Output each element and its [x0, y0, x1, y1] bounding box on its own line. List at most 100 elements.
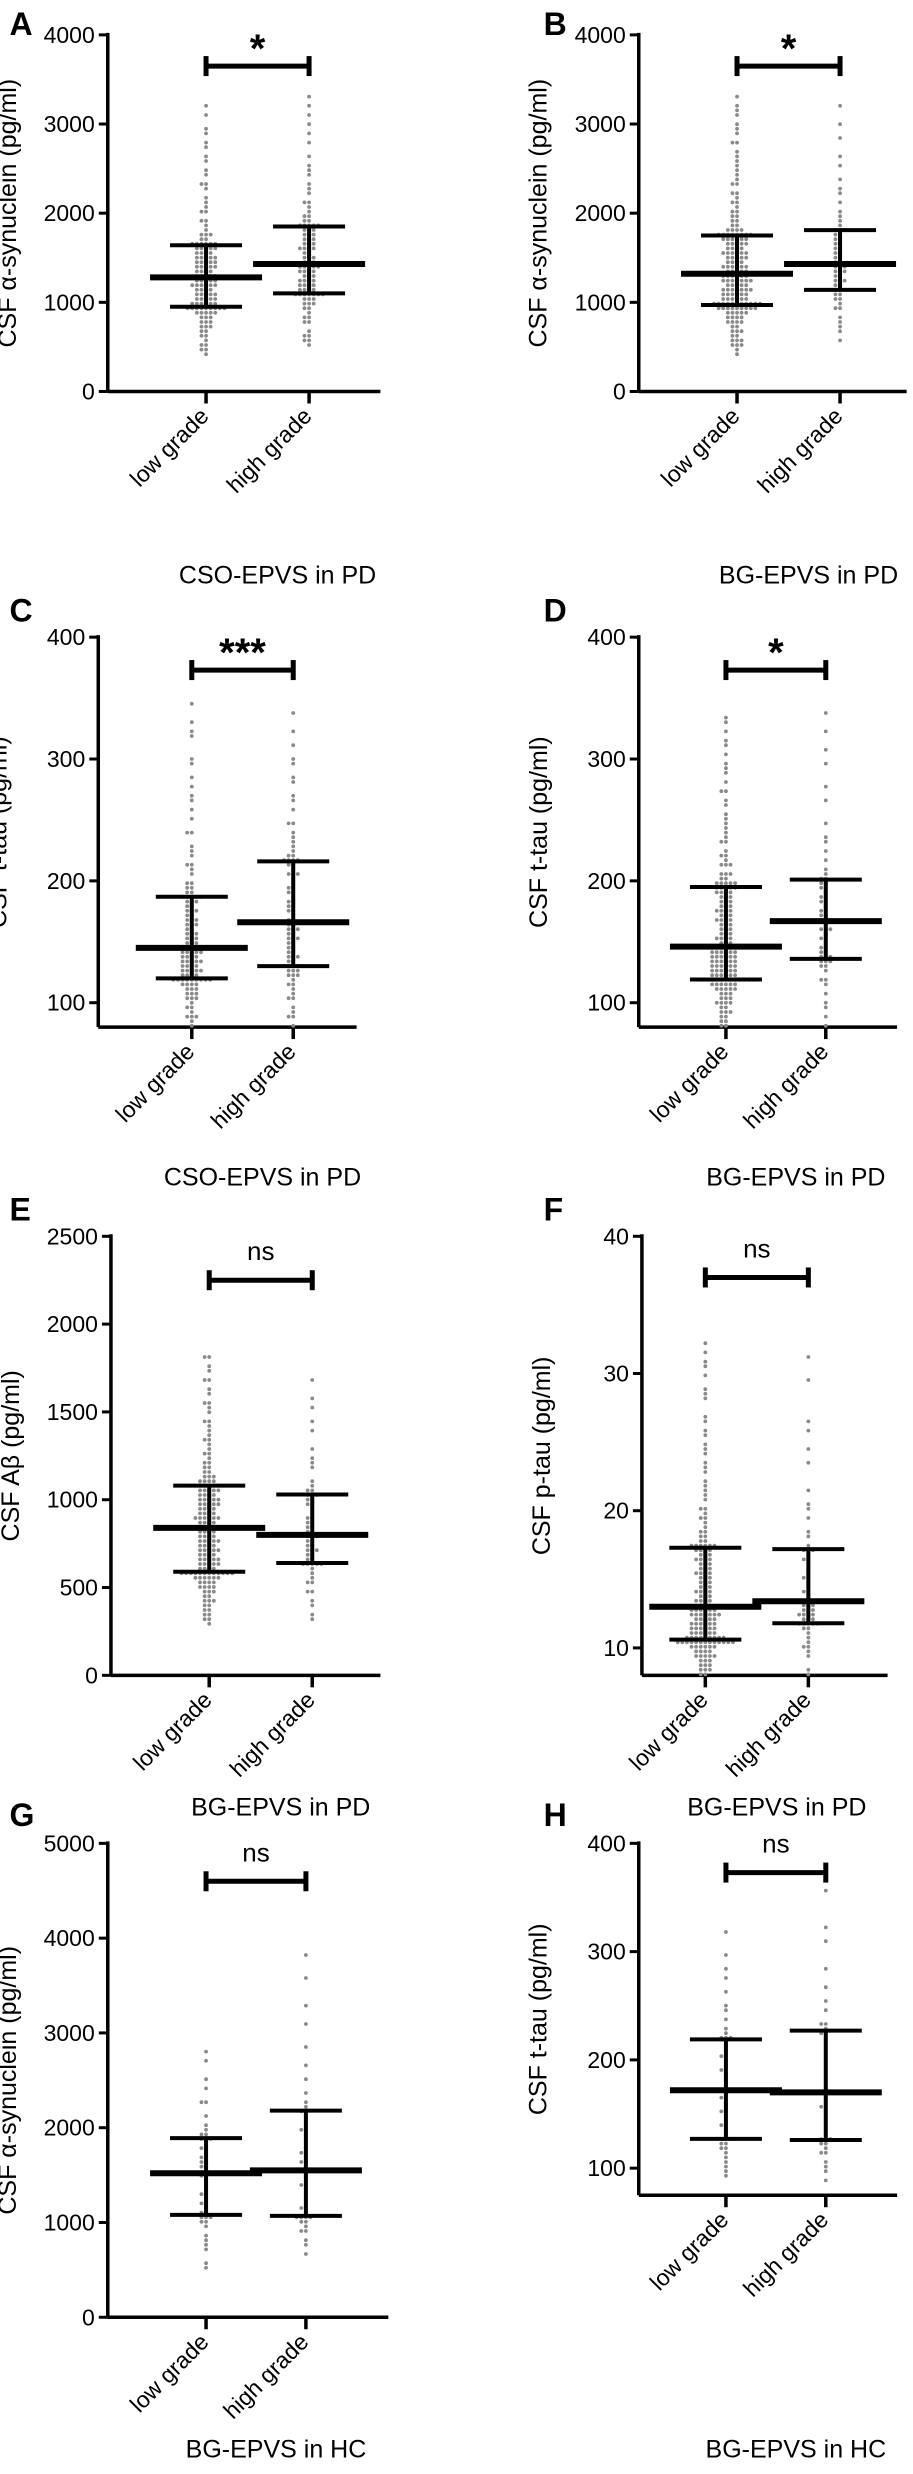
data-point: [838, 136, 842, 140]
y-axis-label: CSF p-tau (pg/ml): [528, 1356, 556, 1555]
data-point: [712, 1631, 717, 1635]
data-point: [204, 140, 208, 145]
data-point: [724, 876, 728, 881]
data-point: [708, 1552, 712, 1557]
data-point: [708, 1649, 712, 1654]
data-point: [180, 964, 185, 968]
data-point: [194, 973, 199, 978]
data-point: [838, 315, 842, 320]
data-point: [199, 182, 204, 186]
data-point: [724, 2164, 728, 2169]
data-point: [739, 246, 744, 251]
data-point: [202, 1594, 207, 1599]
data-point: [185, 1014, 190, 1019]
data-point: [286, 931, 291, 936]
data-point: [310, 1617, 315, 1622]
data-point: [698, 1626, 703, 1631]
y-tick-label: 400: [587, 1830, 625, 1856]
data-point: [213, 310, 218, 315]
data-point: [291, 761, 296, 766]
data-point: [694, 1617, 699, 1622]
data-point: [838, 223, 842, 228]
x-tick-label: low grade: [645, 2206, 734, 2295]
panel-letter: B: [544, 6, 567, 42]
data-point: [207, 1424, 212, 1428]
data-point: [211, 1479, 216, 1484]
data-point: [811, 1617, 815, 1622]
data-point: [208, 315, 213, 320]
data-point: [823, 2169, 828, 2174]
data-point: [730, 310, 735, 315]
data-point: [302, 241, 307, 246]
data-point: [728, 899, 733, 904]
data-point: [833, 274, 838, 278]
data-point: [216, 1502, 221, 1507]
significance-label: *: [768, 631, 784, 675]
data-point: [823, 2164, 828, 2169]
data-point: [719, 1019, 724, 1024]
data-point: [739, 255, 744, 260]
data-point: [739, 241, 744, 246]
data-point: [719, 899, 724, 904]
data-point: [708, 1663, 712, 1668]
data-point: [204, 218, 208, 223]
data-point: [735, 352, 739, 357]
data-point: [185, 885, 190, 890]
data-point: [823, 2178, 828, 2183]
y-tick-label: 0: [82, 2304, 95, 2330]
data-point: [202, 1488, 207, 1493]
data-point: [823, 2008, 828, 2013]
data-point: [302, 306, 307, 311]
data-point: [194, 982, 199, 987]
data-point: [204, 113, 208, 117]
data-point: [703, 1520, 708, 1525]
data-point: [823, 977, 828, 982]
data-point: [185, 941, 190, 945]
data-point: [304, 2252, 308, 2256]
data-point: [193, 1575, 198, 1580]
data-point: [304, 2104, 308, 2109]
data-point: [302, 200, 307, 205]
data-point: [735, 306, 739, 311]
data-point: [307, 140, 311, 145]
data-point: [204, 310, 208, 315]
data-point: [299, 2183, 304, 2187]
x-tick-label: low grade: [645, 1038, 734, 1127]
data-point: [725, 264, 730, 269]
data-point: [728, 904, 733, 909]
data-point: [724, 798, 728, 803]
data-point: [698, 1612, 703, 1617]
data-point: [189, 701, 194, 706]
data-point: [208, 297, 213, 301]
data-point: [204, 205, 208, 209]
data-point: [708, 1644, 712, 1649]
data-point: [703, 1364, 708, 1369]
data-point: [291, 729, 296, 734]
data-point: [216, 1497, 221, 1502]
y-tick-label: 400: [47, 624, 85, 650]
x-tick-label: high grade: [738, 1038, 833, 1133]
data-point: [213, 297, 218, 301]
data-point: [719, 1023, 724, 1028]
data-point: [730, 278, 735, 283]
data-point: [202, 1552, 207, 1557]
data-point: [823, 872, 828, 876]
data-point: [204, 131, 208, 136]
data-point: [714, 964, 719, 968]
data-point: [302, 315, 307, 320]
data-point: [302, 278, 307, 283]
data-point: [194, 950, 199, 955]
data-point: [819, 899, 824, 904]
data-point: [211, 1562, 216, 1566]
data-point: [204, 352, 208, 357]
data-point: [291, 839, 296, 844]
data-point: [302, 269, 307, 274]
data-point: [703, 1391, 708, 1396]
data-point: [730, 292, 735, 297]
data-point: [725, 255, 730, 260]
data-point: [698, 1557, 703, 1562]
data-point: [207, 1405, 212, 1410]
data-point: [724, 2160, 728, 2164]
data-point: [716, 306, 721, 311]
data-point: [198, 1557, 202, 1562]
